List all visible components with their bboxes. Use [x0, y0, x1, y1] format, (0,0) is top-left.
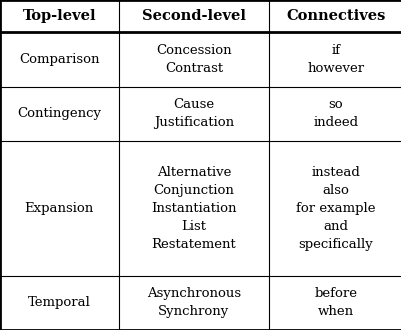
Text: Connectives: Connectives	[285, 9, 385, 23]
Text: Comparison: Comparison	[19, 53, 99, 66]
Text: Cause
Justification: Cause Justification	[154, 98, 233, 129]
Text: Temporal: Temporal	[28, 296, 91, 310]
Text: Asynchronous
Synchrony: Asynchronous Synchrony	[146, 287, 241, 318]
Text: Concession
Contrast: Concession Contrast	[156, 44, 231, 75]
Text: Second-level: Second-level	[142, 9, 245, 23]
Text: instead
also
for example
and
specifically: instead also for example and specificall…	[295, 166, 375, 251]
Text: if
however: if however	[306, 44, 363, 75]
Text: so
indeed: so indeed	[312, 98, 357, 129]
Text: before
when: before when	[314, 287, 356, 318]
Text: Top-level: Top-level	[22, 9, 96, 23]
Text: Contingency: Contingency	[17, 107, 101, 120]
Text: Expansion: Expansion	[24, 202, 94, 215]
Text: Alternative
Conjunction
Instantiation
List
Restatement: Alternative Conjunction Instantiation Li…	[151, 166, 236, 251]
